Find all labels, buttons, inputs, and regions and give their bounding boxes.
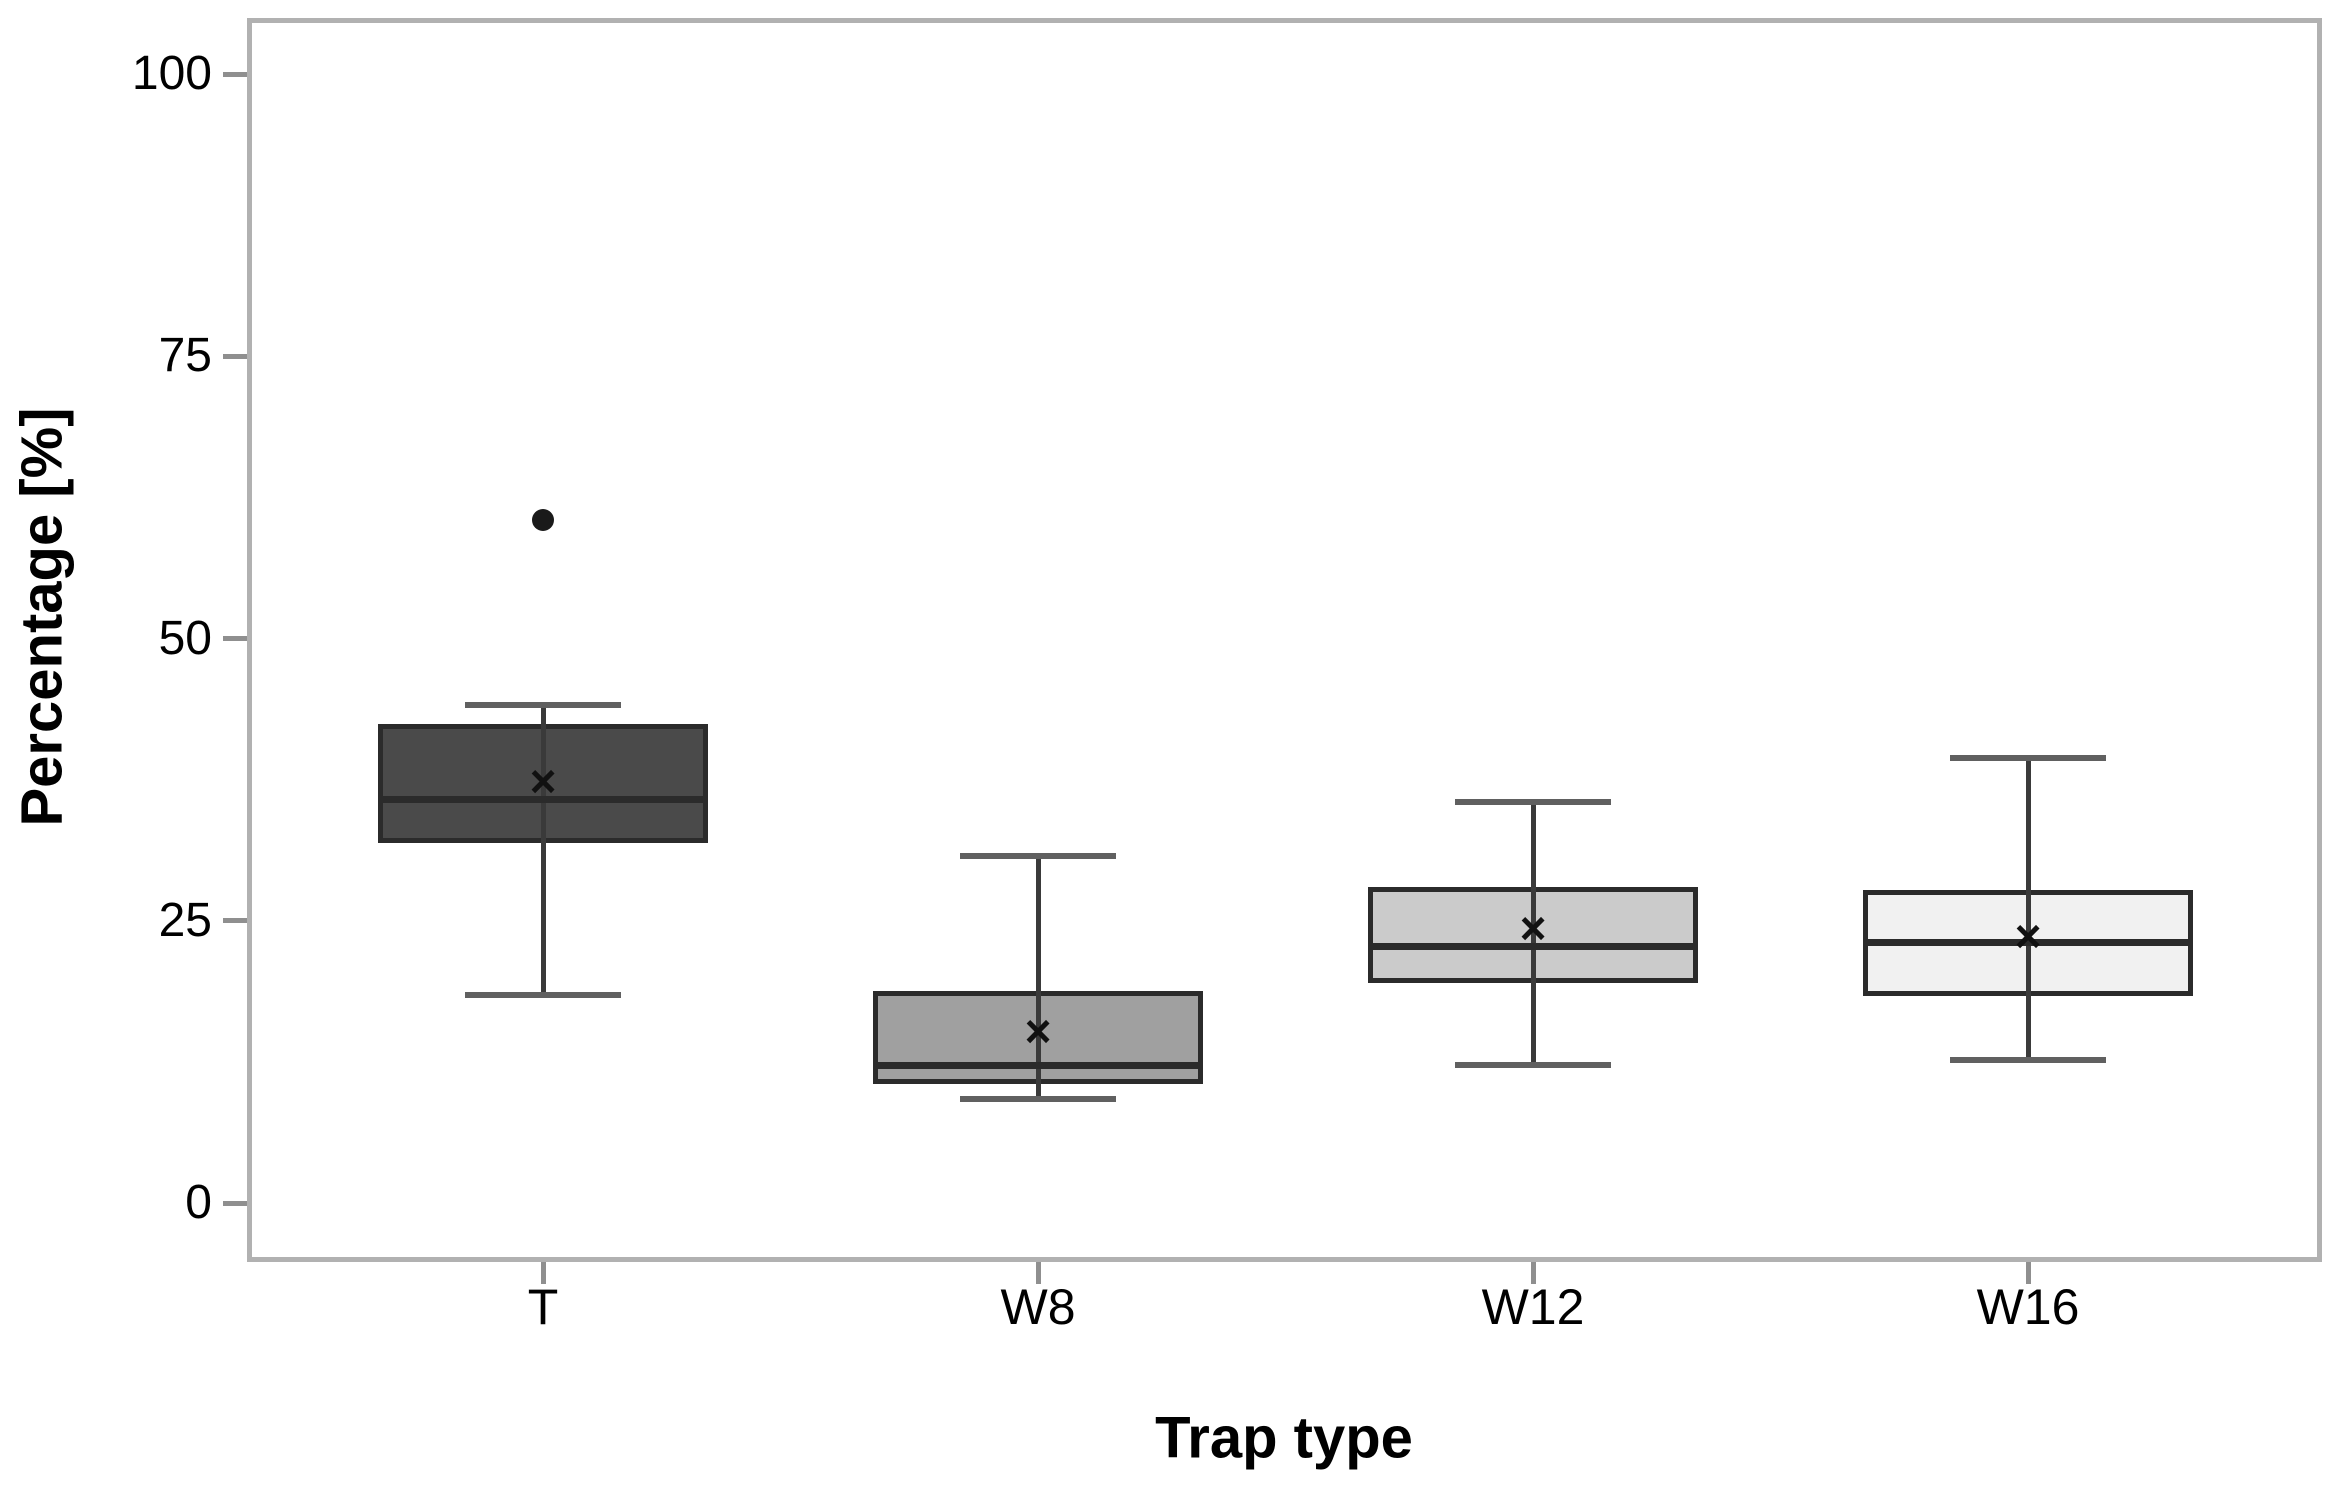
median-line (378, 796, 708, 804)
x-axis-tick (540, 1262, 546, 1284)
y-axis-tick (223, 1200, 247, 1206)
whisker-cap (465, 702, 621, 709)
whisker-line (1530, 802, 1536, 1066)
x-tick-label: W16 (1976, 1279, 2080, 1335)
outlier-point (532, 508, 554, 531)
x-tick-label: W8 (1000, 1279, 1076, 1335)
whisker-cap (1455, 1062, 1611, 1069)
whisker-line (2025, 758, 2031, 1060)
x-axis-tick (1035, 1262, 1041, 1284)
x-axis-tick (1530, 1262, 1536, 1284)
median-line (1863, 938, 2193, 946)
x-tick-label: T (527, 1279, 559, 1335)
whisker-cap (960, 1096, 1116, 1103)
whisker-line (1035, 856, 1041, 1100)
mean-marker: × (529, 755, 557, 808)
mean-marker: × (1024, 1004, 1052, 1057)
x-axis-tick (2025, 1262, 2031, 1284)
mean-marker: × (2014, 909, 2042, 962)
y-tick-label: 100 (131, 47, 212, 100)
whisker-cap (465, 992, 621, 999)
whisker-cap (960, 853, 1116, 860)
y-tick-label: 75 (158, 329, 212, 383)
y-tick-label: 50 (158, 611, 212, 665)
y-tick-label: 25 (158, 893, 212, 947)
y-axis-tick (223, 353, 247, 359)
y-tick-label: 0 (185, 1176, 212, 1229)
whisker-cap (1950, 755, 2106, 762)
y-axis-tick (223, 636, 247, 641)
y-axis-tick (223, 71, 247, 77)
x-tick-label: W12 (1481, 1279, 1585, 1335)
x-axis-title: Trap type (1155, 1405, 1413, 1471)
median-line (873, 1061, 1203, 1069)
whisker-cap (1950, 1056, 2106, 1063)
whisker-line (540, 705, 546, 996)
median-line (1368, 943, 1698, 951)
mean-marker: × (1519, 901, 1547, 954)
y-axis-tick (223, 918, 247, 924)
whisker-cap (1455, 799, 1611, 806)
plot-frame (247, 18, 2322, 1262)
